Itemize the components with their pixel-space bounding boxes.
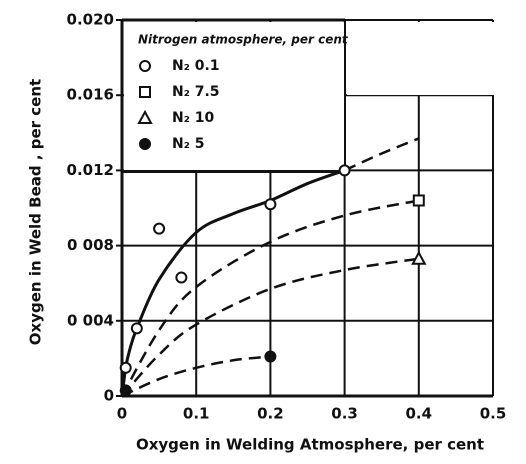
marker xyxy=(139,86,151,98)
legend-box xyxy=(124,22,345,170)
marker xyxy=(139,60,151,72)
legend-label: N₂ 10 xyxy=(172,110,214,126)
marker xyxy=(411,250,427,265)
fit-curve xyxy=(120,168,346,397)
x-tick-label: 0.5 xyxy=(480,405,507,423)
y-tick-label: 0 xyxy=(104,387,114,405)
x-tick-label: 0.3 xyxy=(331,405,358,423)
x-tick-label: 0.2 xyxy=(257,405,284,423)
marker xyxy=(175,271,188,284)
marker xyxy=(130,322,143,335)
fit-curve xyxy=(120,199,420,397)
y-tick-label: 0.020 xyxy=(67,11,114,29)
x-tick-label: 0.4 xyxy=(406,405,433,423)
y-tick-label: 0 008 xyxy=(67,236,114,254)
marker xyxy=(264,350,277,363)
legend-title: Nitrogen atmosphere, per cent xyxy=(138,33,349,47)
y-tick-label: 0 004 xyxy=(67,311,114,329)
x-axis-label: Oxygen in Welding Atmosphere, per cent xyxy=(136,436,484,454)
y-tick-label: 0.016 xyxy=(67,86,114,104)
fit-curve xyxy=(121,257,419,397)
legend-label: N₂ 7.5 xyxy=(172,84,220,100)
y-tick-label: 0.012 xyxy=(67,161,114,179)
fit-curve xyxy=(121,355,271,398)
y-axis-label: Oxygen in Weld Bead , per cent xyxy=(27,79,45,345)
marker xyxy=(153,222,166,235)
x-tick-label: 0 xyxy=(117,405,127,423)
marker xyxy=(137,109,153,124)
marker xyxy=(139,138,151,150)
legend-label: N₂ 5 xyxy=(172,136,204,152)
marker xyxy=(338,164,351,177)
marker xyxy=(264,198,277,211)
marker xyxy=(119,361,132,374)
fit-curve xyxy=(344,137,420,172)
marker xyxy=(119,384,132,397)
marker xyxy=(412,194,425,207)
blank-area xyxy=(347,22,497,95)
legend-label: N₂ 0.1 xyxy=(172,58,220,74)
x-tick-label: 0.1 xyxy=(183,405,210,423)
